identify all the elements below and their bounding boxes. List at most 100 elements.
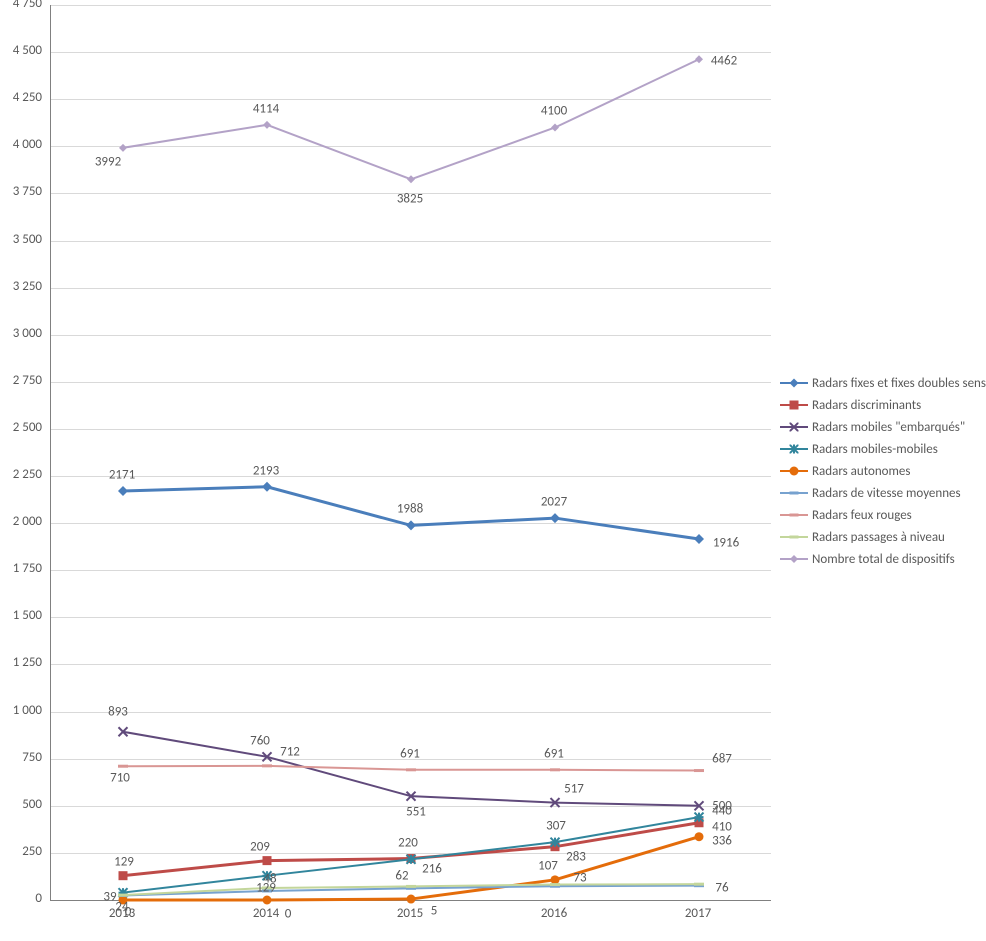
data-label: 410	[712, 819, 732, 834]
series-svg	[51, 5, 771, 900]
data-label: 440	[712, 804, 732, 819]
legend-item-mobiles: Radars mobiles-mobiles	[780, 438, 986, 460]
data-label: 5	[431, 904, 438, 919]
data-label: 1988	[397, 502, 423, 517]
legend-swatch	[780, 448, 808, 450]
legend-item-autonomes: Radars autonomes	[780, 460, 986, 482]
data-label: 1916	[713, 535, 739, 550]
marker-autonomes	[407, 895, 416, 904]
data-label: 4114	[253, 101, 279, 116]
legend-marker-icon	[790, 533, 799, 542]
marker-total	[263, 121, 271, 129]
marker-total	[551, 123, 559, 131]
legend-item-embarques: Radars mobiles "embarqués"	[780, 416, 986, 438]
data-label: 24	[115, 900, 128, 915]
data-label: 2027	[541, 495, 567, 510]
data-label: 3992	[95, 154, 121, 169]
data-label: 4100	[541, 104, 567, 119]
marker-total	[119, 144, 127, 152]
data-label: 129	[114, 854, 134, 869]
marker-autonomes	[263, 896, 272, 905]
data-label: 691	[544, 746, 564, 761]
ytick-label: 3 000	[0, 326, 42, 341]
legend-marker-icon	[790, 489, 799, 498]
data-label: 691	[400, 746, 420, 761]
legend-item-vitesse: Radars de vitesse moyennes	[780, 482, 986, 504]
legend-swatch	[780, 492, 808, 494]
marker-total	[695, 55, 703, 63]
legend-label: Radars de vitesse moyennes	[812, 486, 961, 501]
ytick-label: 4 000	[0, 137, 42, 152]
series-line-total	[123, 59, 699, 179]
ytick-label: 3 500	[0, 232, 42, 247]
marker-mobiles	[695, 813, 704, 822]
data-label: 73	[573, 871, 586, 886]
legend-marker-icon	[790, 379, 799, 388]
ytick-label: 2 750	[0, 373, 42, 388]
marker-discriminants	[119, 871, 128, 880]
legend-label: Nombre total de dispositifs	[812, 552, 955, 567]
marker-fixes	[118, 486, 128, 496]
ytick-label: 4 750	[0, 0, 42, 11]
legend-swatch	[780, 404, 808, 406]
marker-fixes	[550, 513, 560, 523]
legend-marker-icon	[790, 445, 799, 454]
legend-item-feux: Radars feux rouges	[780, 504, 986, 526]
legend: Radars fixes et fixes doubles sens Radars…	[780, 372, 986, 570]
legend-swatch	[780, 558, 808, 560]
data-label: 710	[110, 771, 130, 786]
ytick-label: 2 250	[0, 467, 42, 482]
marker-fixes	[406, 520, 416, 530]
ytick-label: 500	[0, 797, 42, 812]
data-label: 687	[712, 751, 732, 766]
data-label: 62	[395, 869, 408, 884]
data-label: 107	[538, 858, 558, 873]
legend-marker-icon	[790, 467, 799, 476]
data-label: 0	[285, 907, 292, 922]
marker-mobiles	[551, 838, 560, 847]
data-label: 760	[250, 733, 270, 748]
marker-autonomes	[695, 832, 704, 841]
legend-item-fixes: Radars fixes et fixes doubles sens	[780, 372, 986, 394]
ytick-label: 4 250	[0, 90, 42, 105]
legend-label: Radars autonomes	[812, 464, 910, 479]
legend-label: Radars feux rouges	[812, 508, 912, 523]
marker-fixes	[262, 482, 272, 492]
legend-marker-icon	[790, 555, 798, 563]
ytick-label: 3 750	[0, 184, 42, 199]
legend-item-passages: Radars passages à niveau	[780, 526, 986, 548]
data-label: 517	[564, 781, 584, 796]
ytick-label: 2 500	[0, 420, 42, 435]
legend-marker-icon	[790, 401, 799, 410]
xtick-label: 2016	[524, 906, 584, 921]
ytick-label: 4 500	[0, 43, 42, 58]
data-label: 2193	[253, 463, 279, 478]
ytick-label: 0	[0, 891, 42, 906]
ytick-label: 1 750	[0, 561, 42, 576]
legend-label: Radars discriminants	[812, 398, 921, 413]
data-label: 893	[108, 704, 128, 719]
ytick-label: 1 500	[0, 608, 42, 623]
ytick-label: 750	[0, 750, 42, 765]
legend-swatch	[780, 470, 808, 472]
marker-total	[407, 175, 415, 183]
data-label: 76	[715, 880, 728, 895]
ytick-label: 2 000	[0, 514, 42, 529]
legend-swatch	[780, 514, 808, 516]
ytick-label: 3 250	[0, 279, 42, 294]
data-label: 48	[263, 871, 276, 886]
ytick-label: 1 250	[0, 655, 42, 670]
legend-item-total: Nombre total de dispositifs	[780, 548, 986, 570]
data-label: 216	[422, 862, 442, 877]
legend-swatch	[780, 382, 808, 384]
marker-autonomes	[551, 875, 560, 884]
plot-area	[50, 5, 771, 901]
data-label: 2171	[109, 467, 135, 482]
legend-label: Radars passages à niveau	[812, 530, 945, 545]
chart-container: { "chart": { "type": "line", "background…	[0, 0, 986, 941]
legend-item-discriminants: Radars discriminants	[780, 394, 986, 416]
legend-swatch	[780, 536, 808, 538]
data-label: 283	[566, 849, 586, 864]
data-label: 551	[406, 805, 426, 820]
data-label: 209	[250, 839, 270, 854]
